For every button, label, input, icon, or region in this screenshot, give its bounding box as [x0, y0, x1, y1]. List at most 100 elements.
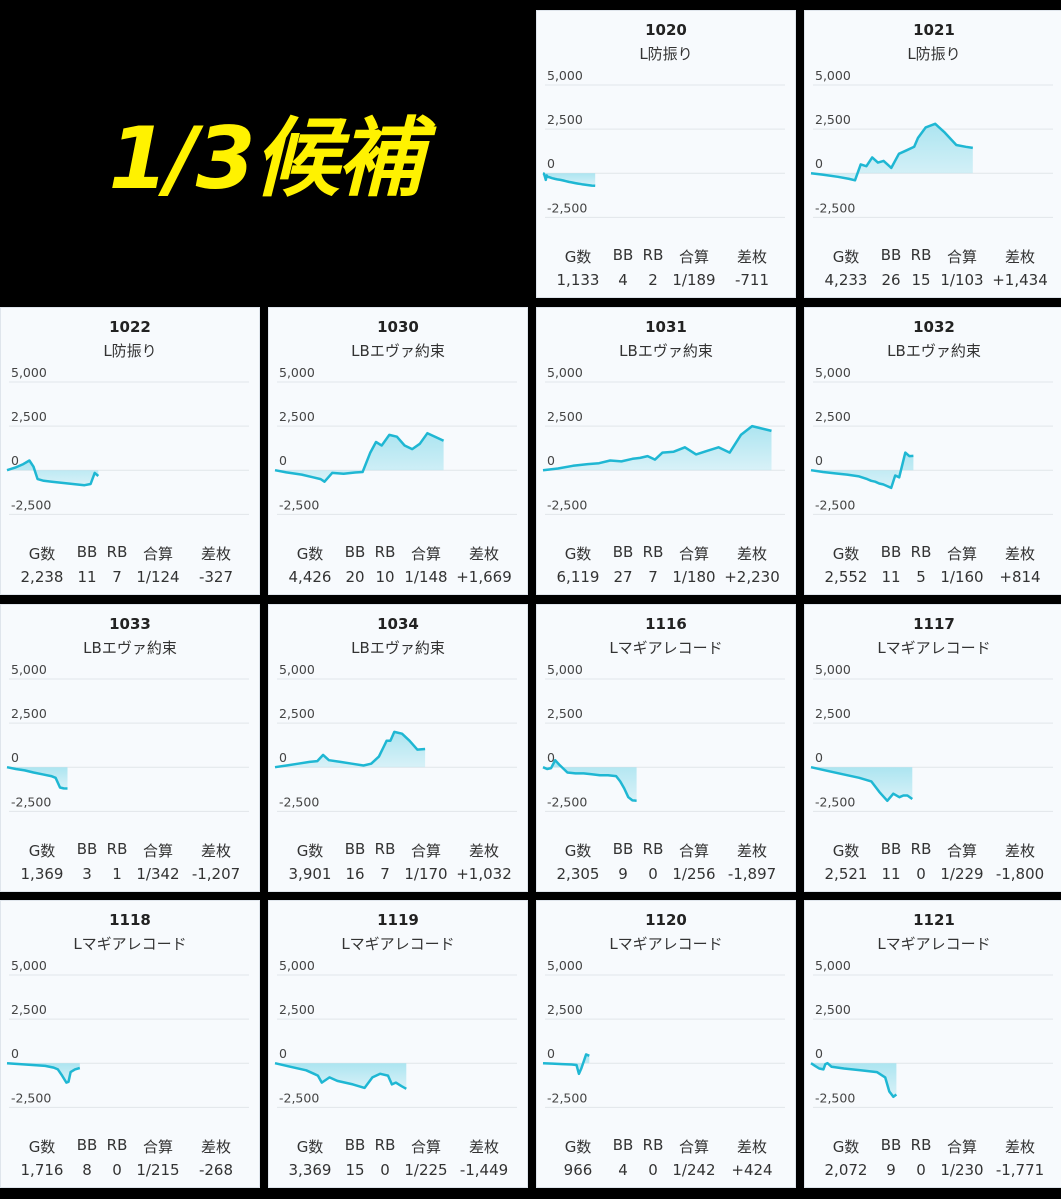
stat-header-diff: 差枚 [1004, 1138, 1035, 1156]
series-line [810, 1061, 898, 1099]
stat-value-bb: 11 [881, 865, 901, 883]
stat-header-bb: BB [612, 840, 634, 858]
stat-header-games: G数 [28, 842, 56, 860]
stat-value-diff: -1,207 [191, 865, 241, 883]
machine-card: 1119 Lマギアレコード 5,000 2,500 0 -2,500 G数 BB RB 合算 差枚 3… [268, 900, 528, 1188]
stat-header-bb: BB [76, 543, 98, 561]
stat-value-diff: +1,434 [992, 271, 1048, 289]
stat-value-bb: 4 [618, 1161, 628, 1179]
y-tick-label: 5,000 [279, 662, 315, 677]
stat-header-rb: RB [910, 1136, 932, 1154]
machine-number: 1116 [645, 615, 687, 633]
y-tick-label: 5,000 [547, 662, 583, 677]
y-tick-label: -2,500 [815, 497, 855, 512]
stat-value-bb: 4 [618, 271, 628, 289]
machine-number: 1121 [913, 911, 955, 929]
stat-header-rb: RB [642, 840, 664, 858]
stats-value-row: 1,716 8 0 1/215 -268 [1, 1161, 259, 1179]
stat-value-games: 4,426 [288, 568, 332, 586]
y-tick-label: -2,500 [11, 497, 51, 512]
stat-header-rb: RB [910, 840, 932, 858]
stat-value-diff: +2,230 [724, 568, 780, 586]
stat-header-games: G数 [564, 248, 592, 266]
machine-model: L防振り [103, 342, 157, 360]
stats-header-row: G数 BB RB 合算 差枚 [269, 840, 527, 861]
y-tick-label: 5,000 [547, 365, 583, 380]
stat-header-combined: 合算 [142, 545, 173, 563]
stats-header-row: G数 BB RB 合算 差枚 [537, 246, 795, 267]
stat-value-rb: 7 [648, 568, 658, 586]
series-line [274, 431, 445, 483]
stat-header-combined: 合算 [678, 248, 709, 266]
y-tick-label: 5,000 [815, 662, 851, 677]
stat-value-rb: 15 [911, 271, 931, 289]
machine-card: 1030 LBエヴァ約束 5,000 2,500 0 -2,500 G数 BB RB 合算 差枚 4,… [268, 307, 528, 595]
stat-value-bb: 11 [77, 568, 97, 586]
stat-header-diff: 差枚 [1004, 842, 1035, 860]
y-tick-label: 0 [279, 1046, 287, 1061]
stat-header-bb: BB [344, 1136, 366, 1154]
y-tick-label: 2,500 [547, 1002, 583, 1017]
stat-header-diff: 差枚 [736, 1138, 767, 1156]
y-tick-label: 0 [279, 453, 287, 468]
machine-model: LBエヴァ約束 [83, 639, 177, 657]
stats-header-row: G数 BB RB 合算 差枚 [537, 1136, 795, 1157]
stat-value-diff: +1,669 [456, 568, 512, 586]
stat-header-bb: BB [880, 543, 902, 561]
series-line [6, 765, 68, 790]
stat-header-combined: 合算 [678, 1138, 709, 1156]
stats-value-row: 2,305 9 0 1/256 -1,897 [537, 865, 795, 883]
slump-chart: 5,000 2,500 0 -2,500 [542, 662, 785, 812]
slump-chart: 5,000 2,500 0 -2,500 [542, 68, 785, 218]
machine-number: 1022 [109, 318, 151, 336]
slump-chart: 5,000 2,500 0 -2,500 [6, 365, 249, 515]
y-tick-label: 0 [547, 1046, 555, 1061]
stat-header-rb: RB [910, 246, 932, 264]
series-line [810, 765, 914, 803]
machine-number: 1030 [377, 318, 419, 336]
stat-value-diff: -1,897 [727, 865, 777, 883]
machine-number: 1117 [913, 615, 955, 633]
stat-header-diff: 差枚 [1004, 545, 1035, 563]
y-tick-label: 2,500 [815, 706, 851, 721]
stat-header-bb: BB [612, 1136, 634, 1154]
stat-header-combined: 合算 [946, 1138, 977, 1156]
y-tick-label: -2,500 [547, 1090, 587, 1105]
stats-value-row: 966 4 0 1/242 +424 [537, 1161, 795, 1179]
stat-header-rb: RB [374, 840, 396, 858]
y-tick-label: 0 [815, 156, 823, 171]
machine-card: 1118 Lマギアレコード 5,000 2,500 0 -2,500 G数 BB RB 合算 差枚 1… [0, 900, 260, 1188]
stat-value-diff: +814 [999, 568, 1041, 586]
stat-value-combined: 1/230 [940, 1161, 984, 1179]
stat-header-games: G数 [832, 248, 860, 266]
y-tick-label: 5,000 [11, 958, 47, 973]
y-tick-label: 2,500 [11, 706, 47, 721]
stats-header-row: G数 BB RB 合算 差枚 [537, 543, 795, 564]
machine-number: 1119 [377, 911, 419, 929]
y-tick-label: 2,500 [279, 1002, 315, 1017]
machine-number: 1033 [109, 615, 151, 633]
stat-value-combined: 1/342 [136, 865, 180, 883]
stat-value-rb: 0 [648, 1161, 658, 1179]
stats-value-row: 3,369 15 0 1/225 -1,449 [269, 1161, 527, 1179]
y-tick-label: 0 [11, 1046, 19, 1061]
stat-value-combined: 1/180 [672, 568, 716, 586]
y-tick-label: 2,500 [547, 112, 583, 127]
y-tick-label: 0 [815, 750, 823, 765]
y-tick-label: 5,000 [11, 662, 47, 677]
y-tick-label: -2,500 [815, 200, 855, 215]
stats-header-row: G数 BB RB 合算 差枚 [805, 1136, 1061, 1157]
stat-value-bb: 3 [82, 865, 92, 883]
slump-chart: 5,000 2,500 0 -2,500 [274, 958, 517, 1108]
stat-value-combined: 1/160 [940, 568, 984, 586]
title-banner: 1/3候補 [0, 0, 530, 300]
stats-header-row: G数 BB RB 合算 差枚 [269, 543, 527, 564]
stats-header-row: G数 BB RB 合算 差枚 [805, 246, 1061, 267]
stat-header-bb: BB [344, 543, 366, 561]
stat-header-combined: 合算 [678, 842, 709, 860]
stat-header-rb: RB [642, 246, 664, 264]
stat-header-diff: 差枚 [1004, 248, 1035, 266]
stat-header-diff: 差枚 [736, 545, 767, 563]
y-tick-label: 0 [11, 750, 19, 765]
stat-value-combined: 1/215 [136, 1161, 180, 1179]
